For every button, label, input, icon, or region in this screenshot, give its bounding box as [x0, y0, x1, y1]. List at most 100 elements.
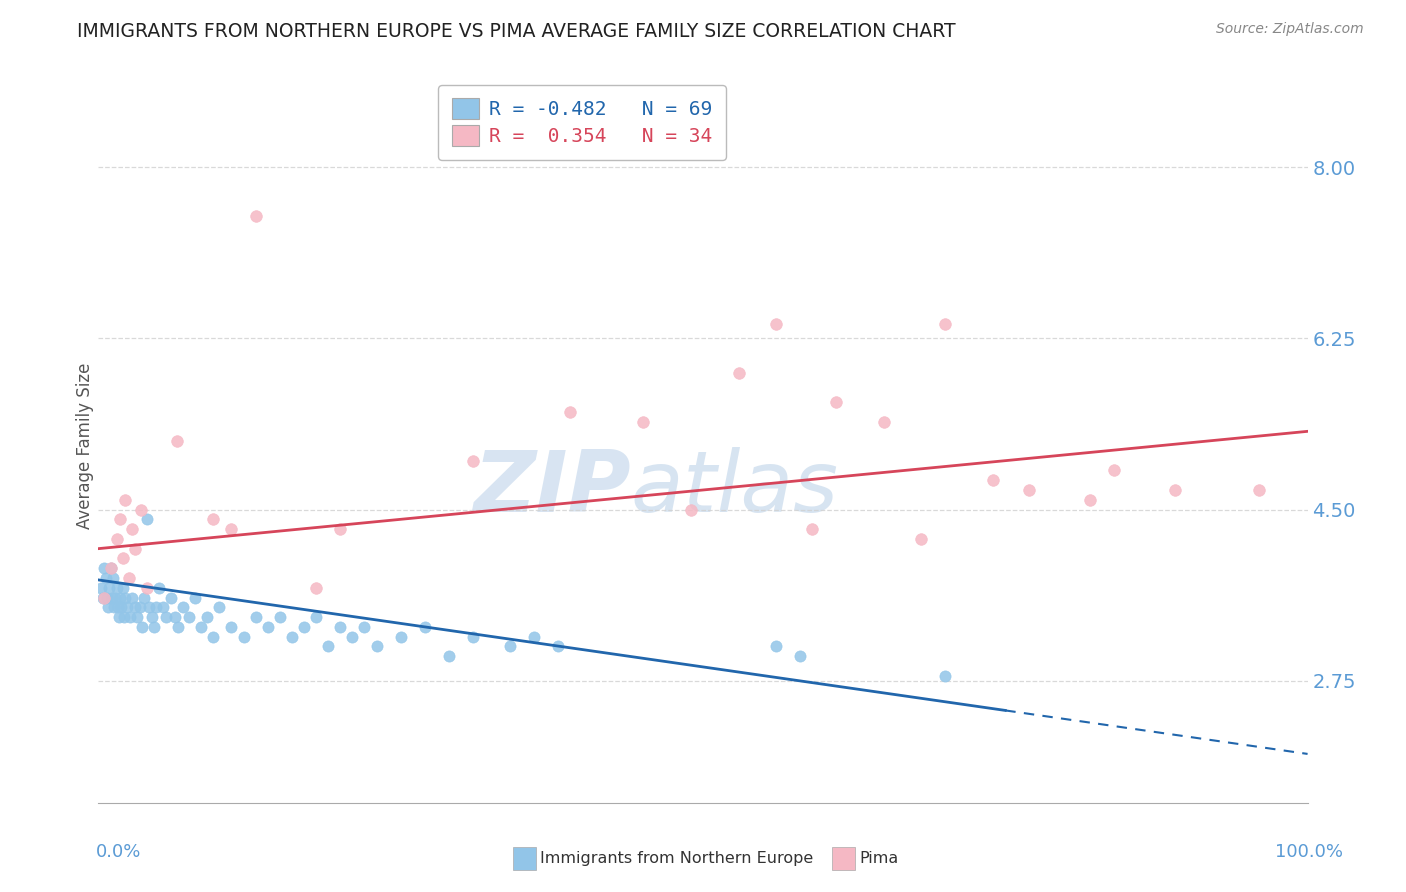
Point — [100, 561, 122, 575]
Text: 100.0%: 100.0% — [1275, 843, 1343, 861]
Point — [114, 591, 136, 605]
Point — [873, 415, 896, 429]
Point — [105, 532, 128, 546]
Point — [93, 591, 115, 605]
Point — [366, 640, 388, 654]
Point — [256, 620, 278, 634]
Text: 0.0%: 0.0% — [96, 843, 141, 861]
Point — [221, 522, 243, 536]
Point — [94, 571, 117, 585]
Point — [97, 600, 120, 615]
Point — [558, 405, 581, 419]
Point — [111, 581, 134, 595]
Point — [160, 591, 183, 605]
Point — [135, 512, 157, 526]
Point — [129, 502, 152, 516]
Point — [141, 610, 163, 624]
Text: atlas: atlas — [630, 447, 838, 531]
Point — [981, 473, 1004, 487]
Point — [111, 551, 134, 566]
Point — [98, 581, 121, 595]
Point — [127, 610, 149, 624]
Text: Pima: Pima — [859, 852, 898, 866]
Point — [1078, 492, 1101, 507]
Point — [172, 600, 194, 615]
Point — [143, 620, 166, 634]
Point — [1018, 483, 1040, 497]
Point — [316, 640, 339, 654]
Point — [934, 317, 956, 331]
Point — [825, 395, 848, 409]
Legend: R = -0.482   N = 69, R =  0.354   N = 34: R = -0.482 N = 69, R = 0.354 N = 34 — [439, 85, 725, 160]
Point — [179, 610, 201, 624]
Point — [100, 561, 122, 575]
Point — [437, 649, 460, 664]
Point — [413, 620, 436, 634]
Point — [523, 630, 546, 644]
Point — [221, 620, 243, 634]
Point — [128, 600, 150, 615]
Point — [101, 571, 124, 585]
Point — [463, 630, 485, 644]
Point — [90, 581, 112, 595]
Text: Immigrants from Northern Europe: Immigrants from Northern Europe — [540, 852, 813, 866]
Point — [631, 415, 654, 429]
Point — [232, 630, 254, 644]
Point — [202, 512, 225, 526]
Point — [789, 649, 811, 664]
Point — [195, 610, 218, 624]
Point — [800, 522, 823, 536]
Point — [131, 620, 153, 634]
Point — [245, 209, 267, 223]
Point — [190, 620, 212, 634]
Point — [292, 620, 315, 634]
Point — [134, 591, 156, 605]
Point — [145, 600, 167, 615]
Point — [155, 610, 177, 624]
Point — [108, 591, 131, 605]
Point — [167, 620, 190, 634]
Point — [245, 610, 267, 624]
Point — [100, 591, 122, 605]
Point — [305, 581, 328, 595]
Point — [934, 669, 956, 683]
Point — [208, 600, 231, 615]
Point — [202, 630, 225, 644]
Y-axis label: Average Family Size: Average Family Size — [76, 363, 94, 529]
Point — [1249, 483, 1271, 497]
Point — [93, 561, 115, 575]
Point — [166, 434, 188, 449]
Point — [679, 502, 702, 516]
Point — [910, 532, 932, 546]
Point — [1102, 463, 1125, 477]
Point — [121, 591, 143, 605]
Point — [281, 630, 304, 644]
Text: IMMIGRANTS FROM NORTHERN EUROPE VS PIMA AVERAGE FAMILY SIZE CORRELATION CHART: IMMIGRANTS FROM NORTHERN EUROPE VS PIMA … — [77, 22, 956, 41]
Point — [103, 600, 125, 615]
Point — [138, 600, 160, 615]
Point — [104, 591, 127, 605]
Point — [498, 640, 520, 654]
Text: ZIP: ZIP — [472, 447, 630, 531]
Point — [135, 581, 157, 595]
Point — [152, 600, 174, 615]
Point — [353, 620, 375, 634]
Point — [91, 591, 114, 605]
Point — [728, 366, 751, 380]
Point — [305, 610, 328, 624]
Point — [118, 610, 141, 624]
Point — [124, 600, 146, 615]
Point — [765, 317, 787, 331]
Text: Source: ZipAtlas.com: Source: ZipAtlas.com — [1216, 22, 1364, 37]
Point — [110, 600, 132, 615]
Point — [107, 600, 129, 615]
Point — [269, 610, 291, 624]
Point — [117, 600, 139, 615]
Point — [184, 591, 207, 605]
Point — [114, 492, 136, 507]
Point — [1163, 483, 1185, 497]
Point — [112, 610, 135, 624]
Point — [108, 512, 131, 526]
Point — [108, 610, 131, 624]
Point — [342, 630, 364, 644]
